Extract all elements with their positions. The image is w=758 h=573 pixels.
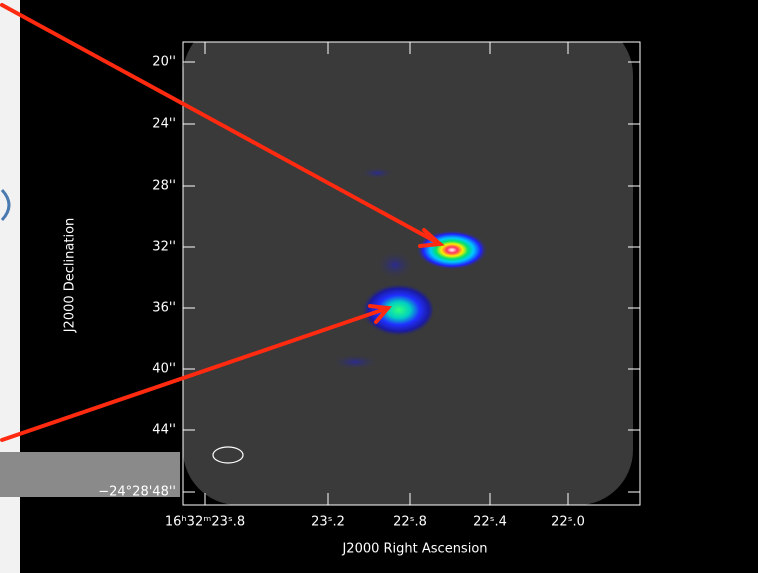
y-tick-label: 24'' <box>152 117 176 132</box>
x-tick-label: 22ˢ.0 <box>551 515 585 530</box>
x-tick-label: 16ʰ32ᵐ23ˢ.8 <box>165 515 245 530</box>
ticks: 20'' 24'' 28'' 32'' 36'' 40'' 44'' −24°28'48'' 1… <box>98 42 640 530</box>
y-axis-title: J2000 Declination <box>63 218 78 334</box>
arrows <box>0 3 445 442</box>
y-tick-label: 36'' <box>152 301 176 316</box>
x-tick-label: 22ˢ.8 <box>393 515 427 530</box>
y-tick-label: 28'' <box>152 179 176 194</box>
slide-arc <box>0 188 11 222</box>
frame <box>182 41 641 506</box>
image <box>183 42 640 505</box>
x-tick-label: 23ˢ.2 <box>311 515 345 530</box>
y-tick-label: 20'' <box>152 55 176 70</box>
y-tick-label: 44'' <box>152 423 176 438</box>
y-tick-label: −24°28'48'' <box>98 485 176 500</box>
x-tick-label: 22ˢ.4 <box>473 515 507 530</box>
slide-band <box>0 452 180 497</box>
x-axis-title: J2000 Right Ascension <box>341 542 487 557</box>
y-tick-label: 32'' <box>152 240 176 255</box>
slide-edge <box>0 0 20 573</box>
y-tick-label: 40'' <box>152 362 176 377</box>
